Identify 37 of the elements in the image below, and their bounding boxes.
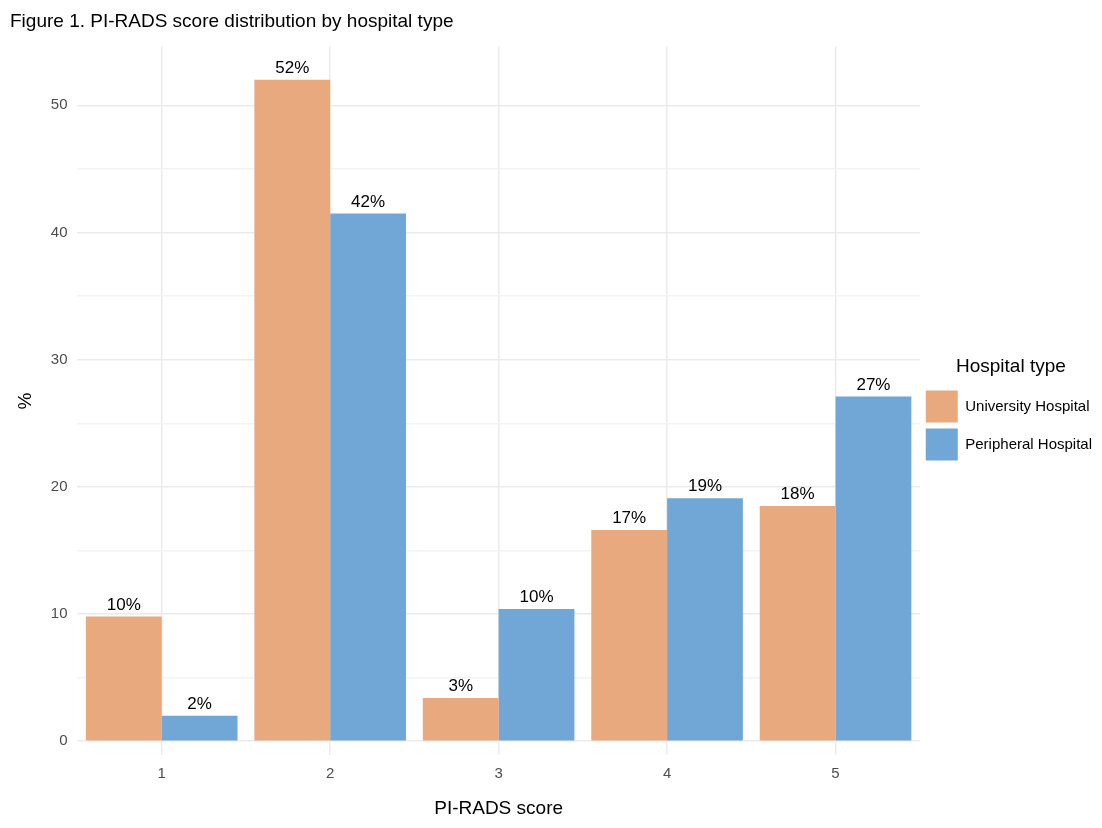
data-label: 2% [187,693,212,713]
bar [161,715,238,741]
bar [422,697,499,741]
bar [254,79,331,741]
data-label: 3% [448,676,474,696]
x-tick-label: 2 [326,764,335,782]
bar [759,505,836,741]
data-label: 52% [275,58,310,78]
y-tick-label: 50 [50,95,68,113]
x-axis-title: PI-RADS score [434,796,564,818]
data-label: 17% [612,508,647,528]
legend-label: University Hospital [965,396,1090,414]
y-tick-label: 40 [50,222,68,240]
x-tick-label: 4 [662,764,672,782]
x-tick-label: 1 [157,764,166,782]
data-label: 18% [780,484,815,504]
legend-label: Peripheral Hospital [965,434,1092,452]
bar [667,498,743,741]
y-tick-label: 0 [59,731,68,749]
x-tick-label: 5 [831,764,840,782]
bar [330,213,406,741]
data-label: 10% [106,594,141,614]
x-tick-label: 3 [494,764,503,782]
y-tick-label: 20 [50,476,68,494]
bar [85,616,162,741]
legend-title: Hospital type [955,355,1066,377]
bar [835,396,912,741]
data-label: 42% [351,191,386,211]
data-label: 27% [856,374,891,394]
data-label: 10% [519,587,554,607]
y-tick-label: 10 [50,604,68,622]
bar [498,608,575,741]
y-tick-label: 30 [50,349,68,367]
chart-title: Figure 1. PI-RADS score distribution by hospital type [10,9,454,31]
y-axis-title: % [13,392,35,410]
data-label: 19% [687,476,722,496]
bar [591,530,668,741]
